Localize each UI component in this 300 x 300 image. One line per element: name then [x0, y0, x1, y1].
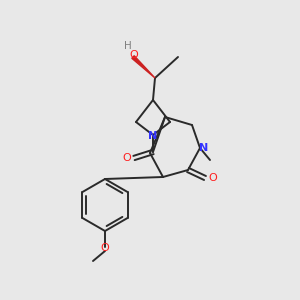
Text: N: N [200, 143, 208, 153]
Text: N: N [148, 131, 158, 141]
Text: O: O [208, 173, 217, 183]
Text: O: O [123, 153, 131, 163]
Text: H: H [124, 41, 132, 51]
Polygon shape [132, 56, 155, 78]
Text: O: O [130, 50, 138, 60]
Text: O: O [100, 243, 109, 253]
